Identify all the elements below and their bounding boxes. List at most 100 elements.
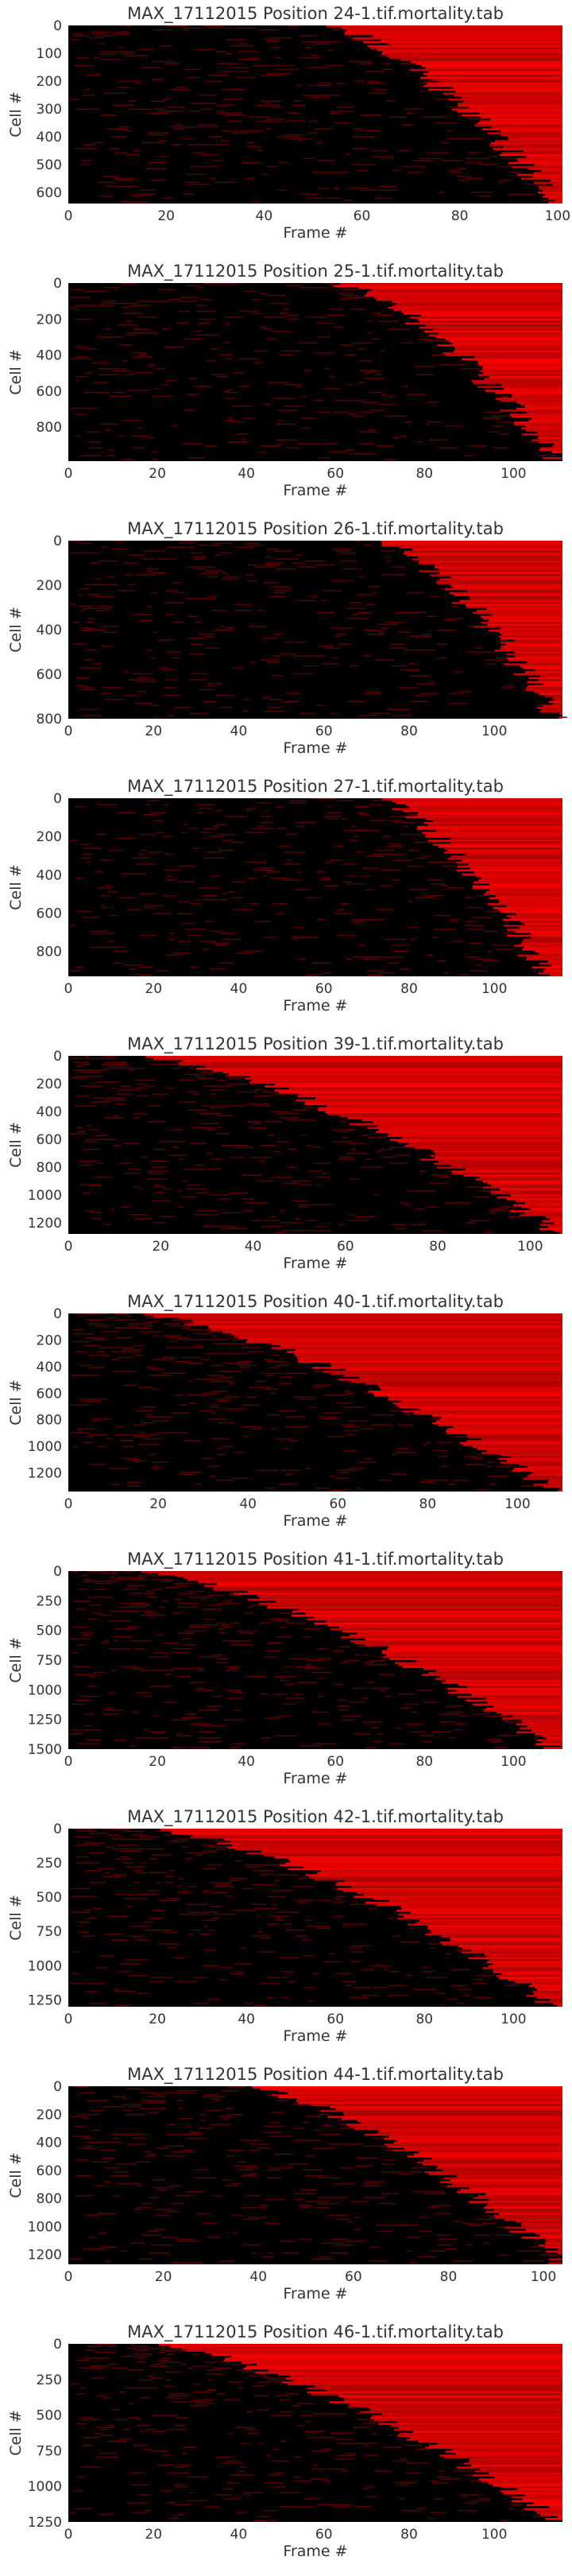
heatmap-row: [502, 145, 562, 149]
heatmap-noise: [211, 160, 224, 161]
heatmap-row: [277, 2096, 562, 2098]
y-axis-label: Cell #: [7, 1379, 25, 1425]
heatmap-noise: [95, 336, 118, 338]
heatmap-noise: [297, 2403, 315, 2405]
heatmap-row: [365, 293, 562, 295]
heatmap-noise: [450, 869, 459, 871]
heatmap-noise: [168, 2518, 181, 2520]
heatmap-row: [388, 1646, 562, 1649]
heatmap-row: [506, 914, 562, 918]
heatmap-noise: [255, 1380, 266, 1383]
heatmap-row: [500, 399, 562, 402]
heatmap-noise: [350, 1148, 356, 1150]
heatmap-row: [325, 1111, 562, 1114]
heatmap-noise: [152, 1461, 169, 1464]
heatmap-noise: [311, 2450, 327, 2452]
heatmap-noise: [134, 703, 153, 704]
heatmap-cells: [68, 283, 562, 461]
heatmap-noise: [298, 1230, 321, 1232]
heatmap-noise: [145, 1416, 164, 1418]
y-tick-label: 1250: [28, 1713, 62, 1728]
heatmap-noise: [350, 453, 373, 455]
heatmap-row: [338, 1379, 562, 1381]
heatmap-noise: [263, 1359, 273, 1360]
heatmap-noise: [242, 2175, 258, 2177]
heatmap-row: [423, 821, 562, 824]
heatmap-noise: [287, 2163, 309, 2165]
heatmap-noise: [112, 1313, 129, 1315]
heatmap-noise: [415, 1208, 425, 1210]
heatmap-noise: [311, 2258, 334, 2260]
heatmap-noise: [504, 685, 514, 687]
heatmap-noise: [79, 1160, 90, 1162]
heatmap-row: [488, 1965, 562, 1968]
heatmap-row: [292, 2379, 562, 2382]
heatmap-noise: [116, 31, 130, 33]
y-axis-label: Cell #: [7, 349, 25, 394]
heatmap-noise: [208, 1406, 219, 1408]
heatmap-noise: [314, 1162, 330, 1164]
heatmap-row: [409, 2436, 562, 2439]
heatmap-noise: [129, 1959, 148, 1961]
heatmap-noise: [221, 140, 230, 142]
heatmap-cells: [69, 798, 562, 976]
heatmap-noise: [87, 1870, 96, 1872]
heatmap-noise: [199, 572, 218, 574]
heatmap-noise: [164, 1834, 172, 1836]
heatmap-noise: [111, 1359, 120, 1360]
heatmap-row: [418, 2440, 562, 2443]
heatmap-noise: [211, 1335, 218, 1336]
heatmap-noise: [89, 1464, 106, 1465]
heatmap-row: [435, 2167, 562, 2170]
heatmap-noise: [188, 1329, 204, 1331]
heatmap-noise: [234, 27, 257, 29]
heatmap-noise: [77, 1644, 86, 1646]
heatmap-noise: [426, 152, 450, 153]
heatmap-noise: [316, 2206, 329, 2209]
heatmap-noise: [274, 2153, 293, 2155]
heatmap-noise: [99, 2514, 113, 2516]
heatmap-noise: [99, 692, 110, 695]
heatmap-noise: [133, 1461, 139, 1464]
heatmap-row: [516, 2221, 562, 2223]
heatmap-noise: [245, 2169, 253, 2171]
x-tick-label: 80: [451, 208, 469, 224]
heatmap-noise: [287, 318, 300, 320]
heatmap-noise: [128, 1636, 133, 1638]
heatmap-row: [446, 849, 562, 852]
heatmap-row: [443, 2177, 562, 2179]
heatmap-noise: [218, 2361, 224, 2363]
heatmap-noise: [412, 1988, 435, 1991]
heatmap-noise: [126, 334, 135, 336]
heatmap-noise: [90, 1160, 98, 1162]
heatmap-noise: [81, 2137, 93, 2140]
heatmap-noise: [474, 2234, 491, 2237]
heatmap-row: [493, 1963, 562, 1965]
heatmap-noise: [113, 391, 126, 394]
heatmap-noise: [292, 1886, 315, 1887]
heatmap-noise: [230, 2474, 245, 2476]
heatmap-noise: [267, 165, 276, 168]
heatmap-noise: [404, 108, 423, 111]
heatmap-row: [361, 1119, 562, 1122]
heatmap-noise: [75, 877, 84, 879]
heatmap-noise: [79, 708, 99, 711]
heatmap-noise: [190, 2405, 207, 2407]
heatmap-row: [520, 1727, 562, 1730]
heatmap-noise: [257, 1951, 275, 1953]
heatmap-row: [388, 1133, 562, 1135]
heatmap-noise: [485, 663, 495, 665]
heatmap-noise: [172, 952, 191, 954]
heatmap-row: [392, 301, 562, 303]
heatmap-row: [323, 1371, 562, 1373]
heatmap-row: [350, 1634, 562, 1637]
heatmap-row: [327, 1113, 562, 1115]
heatmap-row: [510, 1456, 562, 1458]
heatmap-noise: [147, 1596, 158, 1598]
heatmap-noise: [120, 1206, 130, 1208]
heatmap-noise: [100, 302, 120, 305]
heatmap-noise: [108, 2425, 114, 2427]
heatmap-cells: [69, 1829, 563, 2007]
heatmap-noise: [114, 2004, 132, 2007]
heatmap-noise: [397, 631, 412, 633]
